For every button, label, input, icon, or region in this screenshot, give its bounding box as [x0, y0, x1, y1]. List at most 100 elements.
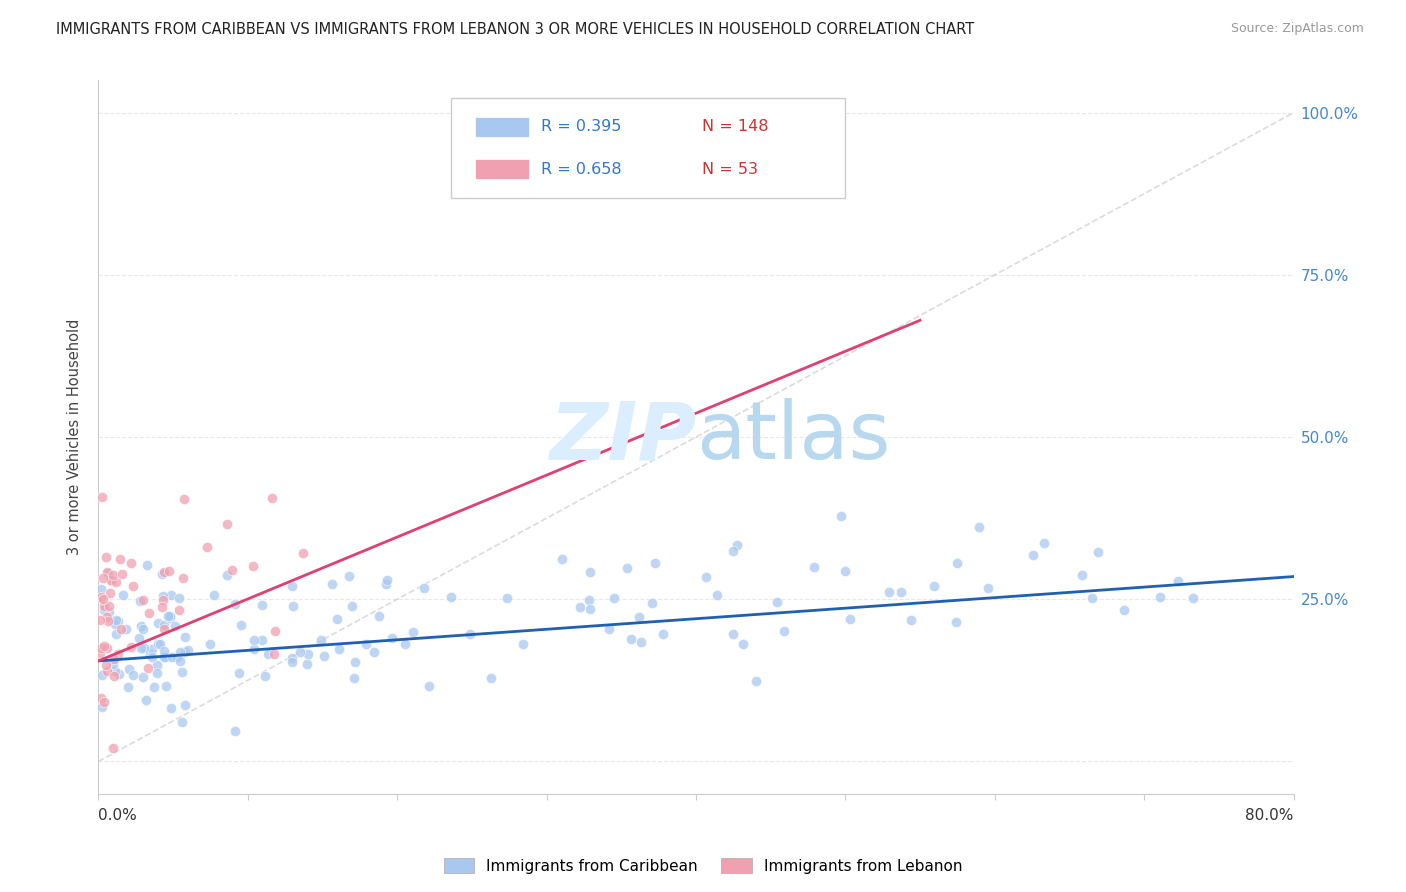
Point: [288, 645, 311, 659]
Point: [314, 649, 336, 664]
Point: [291, 545, 314, 559]
Point: [98, 599, 121, 614]
Point: [138, 606, 160, 620]
Point: [723, 627, 745, 641]
Text: 80.0%: 80.0%: [1246, 808, 1294, 823]
Point: [1022, 548, 1045, 562]
Point: [138, 660, 160, 674]
Point: [153, 644, 176, 658]
Point: [128, 631, 150, 645]
Point: [146, 657, 169, 672]
Point: [418, 679, 440, 693]
Point: [90, 690, 112, 705]
Point: [153, 623, 176, 637]
Text: atlas: atlas: [696, 398, 890, 476]
Point: [105, 627, 128, 641]
Point: [598, 623, 620, 637]
Point: [148, 636, 170, 650]
Point: [977, 581, 1000, 595]
Point: [803, 560, 825, 574]
Point: [174, 645, 197, 659]
Point: [242, 633, 264, 648]
Point: [280, 651, 302, 665]
Point: [733, 637, 755, 651]
Point: [946, 556, 969, 570]
Point: [160, 701, 183, 715]
Point: [551, 552, 574, 566]
Point: [152, 617, 174, 632]
Point: [295, 657, 318, 671]
Point: [512, 637, 534, 651]
Point: [242, 558, 264, 573]
Point: [96, 565, 118, 579]
Point: [830, 509, 852, 524]
Point: [94, 658, 117, 673]
Point: [90, 490, 112, 504]
Point: [155, 650, 177, 665]
Point: [394, 637, 416, 651]
Point: [195, 541, 218, 555]
Point: [90, 640, 112, 655]
Point: [90, 591, 112, 605]
Point: [160, 588, 183, 602]
FancyBboxPatch shape: [475, 117, 529, 136]
Point: [1087, 545, 1109, 559]
Point: [706, 588, 728, 602]
Point: [651, 627, 673, 641]
Point: [108, 551, 131, 566]
Point: [297, 647, 319, 661]
Point: [111, 588, 134, 602]
Point: [94, 550, 117, 565]
Point: [173, 491, 195, 506]
Point: [91, 591, 114, 606]
Point: [135, 693, 157, 707]
Point: [264, 624, 287, 638]
Point: [321, 576, 343, 591]
Point: [103, 651, 125, 665]
Point: [135, 558, 157, 572]
Point: [1167, 574, 1189, 589]
Text: N = 148: N = 148: [702, 120, 769, 134]
Point: [129, 641, 152, 656]
Text: N = 53: N = 53: [702, 162, 758, 177]
Point: [117, 680, 139, 694]
Point: [107, 647, 129, 661]
Point: [644, 557, 666, 571]
Point: [100, 573, 122, 587]
Text: R = 0.395: R = 0.395: [540, 120, 621, 134]
Point: [1181, 591, 1204, 605]
Point: [142, 680, 165, 694]
Point: [1114, 603, 1136, 617]
Point: [695, 570, 717, 584]
Text: 0.0%: 0.0%: [98, 808, 138, 823]
Point: [98, 605, 121, 619]
Point: [90, 582, 112, 597]
Point: [381, 632, 404, 646]
Point: [91, 571, 114, 585]
Point: [108, 667, 131, 681]
Point: [375, 574, 398, 588]
Point: [243, 641, 266, 656]
FancyBboxPatch shape: [475, 160, 529, 179]
Point: [107, 615, 129, 629]
Point: [104, 616, 127, 631]
Y-axis label: 3 or more Vehicles in Household: 3 or more Vehicles in Household: [67, 319, 83, 555]
Point: [343, 671, 366, 685]
Text: IMMIGRANTS FROM CARIBBEAN VS IMMIGRANTS FROM LEBANON 3 OR MORE VEHICLES IN HOUSE: IMMIGRANTS FROM CARIBBEAN VS IMMIGRANTS …: [56, 22, 974, 37]
Point: [91, 700, 114, 714]
Point: [337, 568, 360, 582]
Point: [176, 643, 198, 657]
Point: [413, 581, 436, 595]
Point: [129, 619, 152, 633]
Point: [877, 585, 900, 599]
Point: [496, 591, 519, 605]
Point: [215, 516, 238, 531]
Point: [152, 567, 174, 582]
Point: [150, 600, 173, 615]
Point: [96, 641, 118, 656]
Point: [96, 665, 118, 679]
Point: [766, 595, 789, 609]
Point: [146, 616, 169, 631]
Point: [224, 724, 246, 739]
Point: [97, 566, 120, 581]
